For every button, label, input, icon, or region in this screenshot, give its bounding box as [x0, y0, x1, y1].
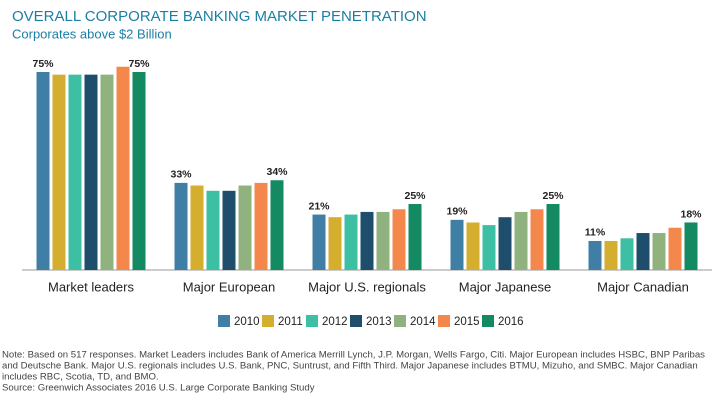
note: Note: Based on 517 responses. Market Lea… — [2, 350, 705, 361]
bar — [132, 72, 146, 270]
bar — [206, 190, 220, 270]
data-label: 25% — [404, 190, 426, 202]
bar — [52, 74, 66, 270]
data-label: 33% — [170, 169, 192, 181]
bar — [482, 225, 496, 270]
bar — [254, 182, 268, 270]
chart-subtitle: Corporates above $2 Billion — [12, 26, 172, 41]
legend-label: 2011 — [278, 316, 303, 328]
bar — [376, 211, 390, 270]
bar — [604, 240, 618, 270]
bar — [100, 74, 114, 270]
bar — [68, 74, 82, 270]
bar — [652, 233, 666, 270]
bar — [392, 209, 406, 270]
data-label: 34% — [266, 166, 288, 178]
bar — [498, 217, 512, 270]
note: Source: Greenwich Associates 2016 U.S. L… — [2, 383, 315, 394]
bar — [222, 190, 236, 270]
legend-label: 2013 — [366, 316, 392, 328]
data-label: 75% — [128, 58, 150, 70]
legend-label: 2014 — [410, 316, 436, 328]
bar — [174, 182, 188, 270]
legend-label: 2012 — [322, 316, 348, 328]
x-tick-label: Major European — [183, 279, 276, 294]
data-label: 19% — [446, 206, 468, 218]
note: and Deutsche Bank. Major U.S. regionals … — [2, 361, 698, 372]
data-label: 18% — [680, 208, 702, 220]
x-tick-label: Market leaders — [48, 279, 134, 294]
note: includes RBC, Scotia, TD, and BMO. — [2, 372, 159, 383]
legend-swatch — [306, 315, 318, 327]
bar — [450, 219, 464, 270]
bar — [84, 74, 98, 270]
bar — [530, 209, 544, 270]
bar — [36, 72, 50, 270]
bar — [636, 233, 650, 270]
legend-swatch — [394, 315, 406, 327]
bar — [360, 211, 374, 270]
bar — [588, 240, 602, 270]
bar — [408, 204, 422, 270]
data-label: 21% — [308, 200, 330, 212]
bar — [684, 222, 698, 270]
bar — [546, 204, 560, 270]
legend-label: 2010 — [234, 316, 260, 328]
x-tick-label: Major Japanese — [459, 279, 552, 294]
legend-label: 2016 — [498, 316, 524, 328]
bar — [116, 66, 130, 270]
chart-title: OVERALL CORPORATE BANKING MARKET PENETRA… — [12, 8, 427, 25]
bar — [312, 214, 326, 270]
data-label: 25% — [542, 190, 564, 202]
legend-swatch — [262, 315, 274, 327]
legend-swatch — [438, 315, 450, 327]
bar — [270, 180, 284, 270]
bar — [620, 238, 634, 270]
bar — [668, 227, 682, 270]
bar — [514, 211, 528, 270]
bar — [238, 185, 252, 270]
bar — [466, 222, 480, 270]
data-label: 11% — [585, 227, 606, 239]
data-label: 75% — [32, 58, 54, 70]
bar — [328, 217, 342, 270]
legend-swatch — [350, 315, 362, 327]
x-tick-label: Major U.S. regionals — [308, 279, 426, 294]
bar — [344, 214, 358, 270]
legend-label: 2015 — [454, 316, 480, 328]
legend-swatch — [218, 315, 230, 327]
x-tick-label: Major Canadian — [597, 279, 689, 294]
bar — [190, 185, 204, 270]
legend-swatch — [482, 315, 494, 327]
